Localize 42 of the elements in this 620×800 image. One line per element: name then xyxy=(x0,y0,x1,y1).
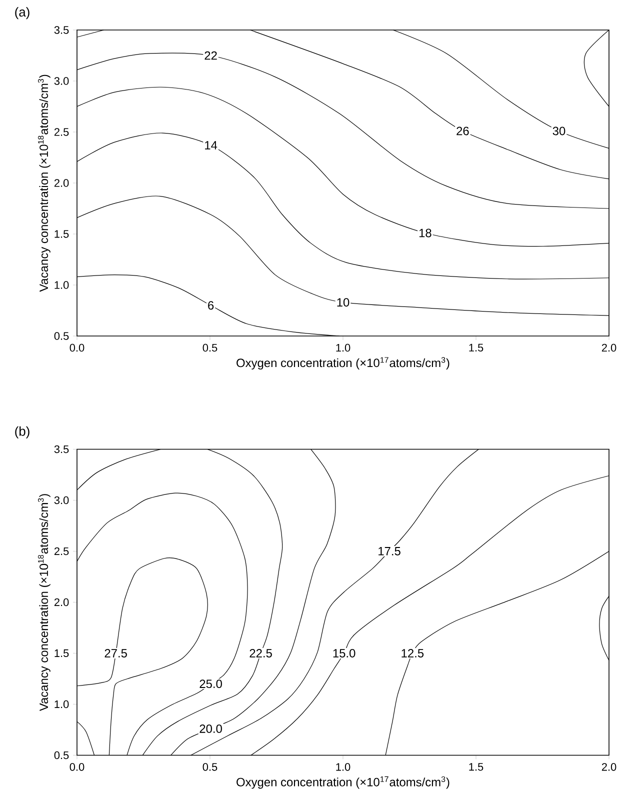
x-tick-label: 1.5 xyxy=(469,344,484,352)
y-tick-label: 1.0 xyxy=(54,281,69,289)
annotation: 10 xyxy=(337,298,350,307)
chart-title: (a) xyxy=(15,7,30,20)
x-axis-title: Oxygen concentration (×10$^{17}$atoms/cm$^{3}$) xyxy=(236,776,450,789)
x-tick-label: 1.0 xyxy=(336,763,350,771)
annotation: 17.5 xyxy=(378,547,400,556)
x-tick-label: 0.0 xyxy=(70,344,84,352)
x-tick-label: 2.0 xyxy=(602,763,616,771)
annotation: 12.5 xyxy=(402,649,424,658)
x-axis-title: Oxygen concentration (×10$^{17}$atoms/cm$^{3}$) xyxy=(236,357,450,370)
y-axis-title: Vacancy concentration (×10$^{18}$atoms/cm$^{3}$) xyxy=(38,74,50,292)
y-tick-label: 3.5 xyxy=(54,445,69,454)
y-tick-label: 1.5 xyxy=(54,649,69,658)
x-tick-label: 0.5 xyxy=(202,344,218,352)
y-tick-label: 0.5 xyxy=(54,332,69,340)
annotation: 15.0 xyxy=(333,649,356,658)
annotation: 6 xyxy=(208,301,214,310)
annotation: 18 xyxy=(419,228,432,238)
y-tick-label: 3.0 xyxy=(54,496,69,504)
annotation: 30 xyxy=(552,126,566,136)
x-tick-label: 2.0 xyxy=(602,344,616,352)
y-axis-title: Vacancy concentration (×10$^{18}$atoms/cm$^{3}$) xyxy=(38,494,50,712)
annotation: 25.0 xyxy=(200,680,222,688)
y-tick-label: 2.5 xyxy=(54,128,69,136)
annotation: 22 xyxy=(204,51,217,60)
annotation: 20.0 xyxy=(200,724,222,733)
y-tick-label: 0.5 xyxy=(54,751,69,760)
y-tick-label: 3.5 xyxy=(54,26,69,34)
y-tick-label: 2.0 xyxy=(54,179,69,187)
x-tick-label: 0.0 xyxy=(70,763,84,771)
y-tick-label: 2.0 xyxy=(54,598,69,606)
annotation: 22.5 xyxy=(250,649,272,658)
y-tick-label: 1.0 xyxy=(54,700,69,708)
y-tick-label: 3.0 xyxy=(54,77,69,85)
x-tick-label: 1.0 xyxy=(336,344,350,352)
annotation: 27.5 xyxy=(104,649,127,658)
x-tick-label: 0.5 xyxy=(202,763,218,771)
chart-title: (b) xyxy=(15,426,30,438)
x-tick-label: 1.5 xyxy=(469,763,484,771)
y-tick-label: 1.5 xyxy=(54,230,69,238)
y-tick-label: 2.5 xyxy=(54,547,69,556)
